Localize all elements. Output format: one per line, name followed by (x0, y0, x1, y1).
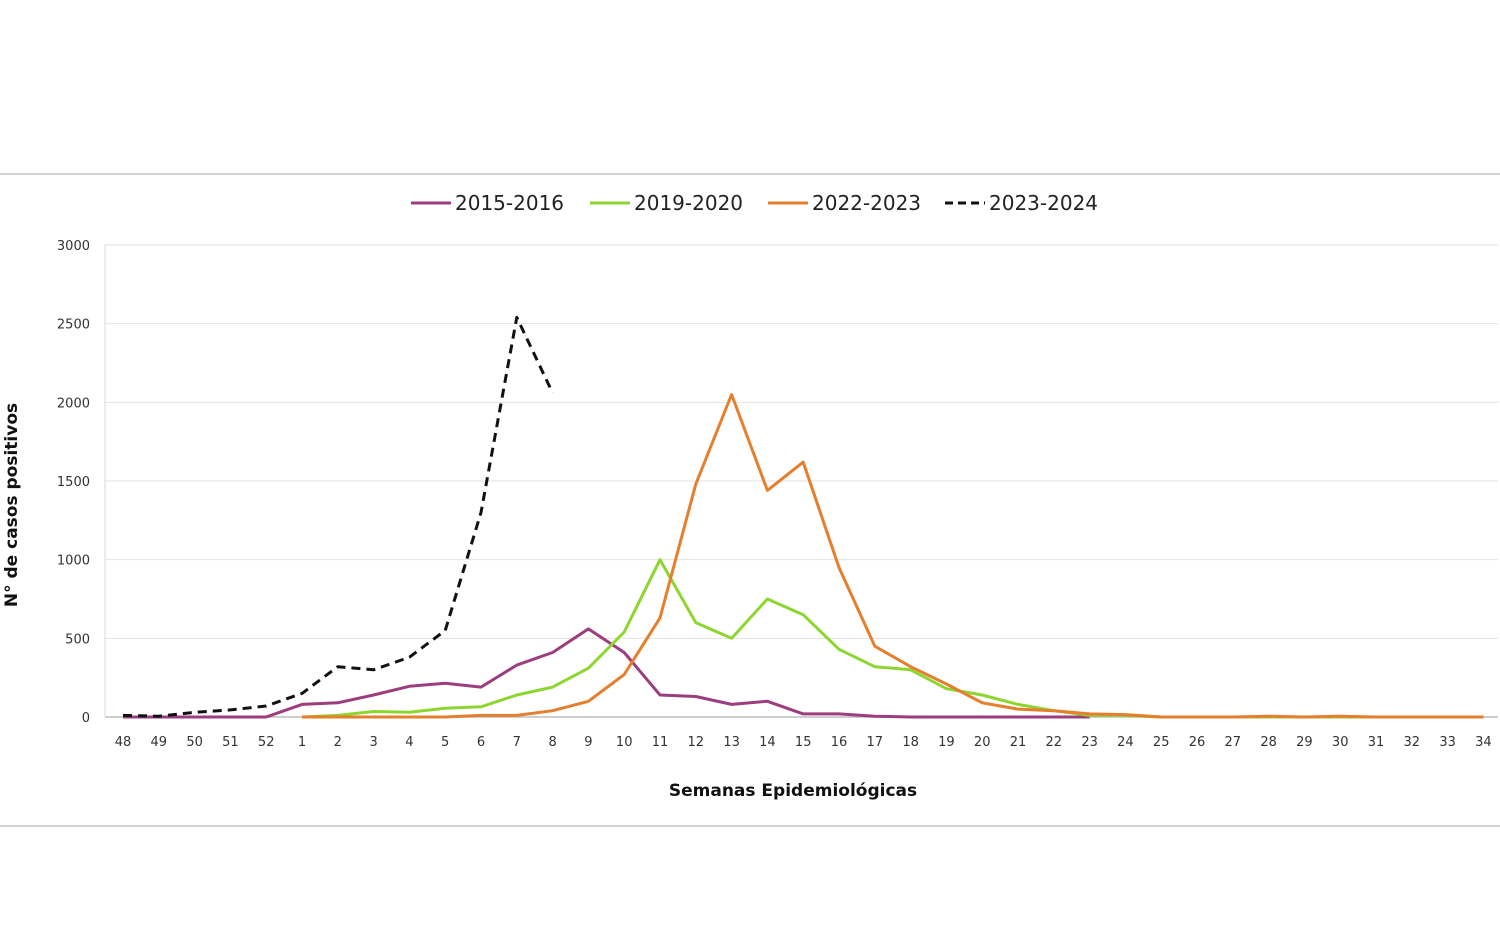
series-line-2022-2023 (302, 393, 1484, 719)
x-tick-label: 21 (1010, 735, 1027, 750)
y-tick-label: 500 (65, 632, 90, 647)
x-tick-label: 7 (513, 735, 521, 750)
chart-series (122, 315, 1484, 719)
x-tick-label: 33 (1439, 735, 1456, 750)
x-tick-label: 2 (334, 735, 342, 750)
x-tick-label: 32 (1404, 735, 1421, 750)
y-tick-label: 2000 (57, 396, 90, 411)
x-tick-label: 29 (1296, 735, 1313, 750)
x-tick-label: 11 (652, 735, 669, 750)
y-axis-ticks: 0 500 1000 1500 2000 2500 3000 (57, 239, 90, 726)
x-tick-label: 8 (548, 735, 556, 750)
y-tick-label: 1000 (57, 554, 90, 569)
x-tick-label: 17 (867, 735, 884, 750)
legend-label: 2019-2020 (634, 191, 743, 215)
x-axis-title: Semanas Epidemiológicas (669, 781, 917, 801)
x-tick-label: 20 (974, 735, 991, 750)
chart-legend: 2015-2016 2019-2020 2022-2023 2023-2024 (411, 191, 1098, 215)
x-tick-label: 12 (688, 735, 705, 750)
x-tick-label: 22 (1046, 735, 1063, 750)
x-tick-label: 25 (1153, 735, 1170, 750)
x-tick-label: 19 (938, 735, 955, 750)
x-tick-label: 49 (151, 735, 168, 750)
x-tick-label: 18 (902, 735, 919, 750)
top-divider (0, 173, 1500, 175)
x-tick-label: 3 (369, 735, 377, 750)
x-tick-label: 5 (441, 735, 449, 750)
x-tick-label: 52 (258, 735, 275, 750)
x-tick-label: 34 (1475, 735, 1492, 750)
x-tick-label: 50 (186, 735, 203, 750)
x-tick-label: 14 (759, 735, 776, 750)
x-tick-label: 28 (1260, 735, 1277, 750)
chart-gridlines (104, 244, 1498, 718)
x-tick-label: 4 (405, 735, 413, 750)
y-tick-label: 3000 (57, 239, 90, 254)
x-tick-label: 26 (1189, 735, 1206, 750)
y-tick-label: 0 (82, 711, 90, 726)
bottom-divider (0, 825, 1500, 827)
x-tick-label: 30 (1332, 735, 1349, 750)
x-tick-label: 16 (831, 735, 848, 750)
x-tick-label: 6 (477, 735, 485, 750)
legend-label: 2015-2016 (455, 191, 564, 215)
x-tick-label: 23 (1081, 735, 1098, 750)
x-tick-label: 24 (1117, 735, 1134, 750)
x-tick-label: 15 (795, 735, 812, 750)
y-axis-title: N° de casos positivos (2, 403, 22, 607)
series-line-2023-2024 (122, 315, 554, 718)
y-tick-label: 2500 (57, 318, 90, 333)
x-tick-label: 31 (1368, 735, 1385, 750)
x-tick-label: 1 (298, 735, 306, 750)
x-tick-label: 9 (584, 735, 592, 750)
x-tick-label: 27 (1225, 735, 1242, 750)
series-line-2015-2016 (123, 627, 1090, 719)
legend-label: 2023-2024 (989, 191, 1098, 215)
x-tick-label: 51 (222, 735, 239, 750)
y-tick-label: 1500 (57, 475, 90, 490)
x-tick-label: 48 (115, 735, 132, 750)
x-tick-label: 13 (723, 735, 740, 750)
legend-label: 2022-2023 (812, 191, 921, 215)
x-tick-label: 10 (616, 735, 633, 750)
x-axis-ticks: 48 49 50 51 52 1 2 3 4 5 6 7 8 9 10 11 12 13 14 15 16 17 18 19 2… (115, 735, 1492, 750)
